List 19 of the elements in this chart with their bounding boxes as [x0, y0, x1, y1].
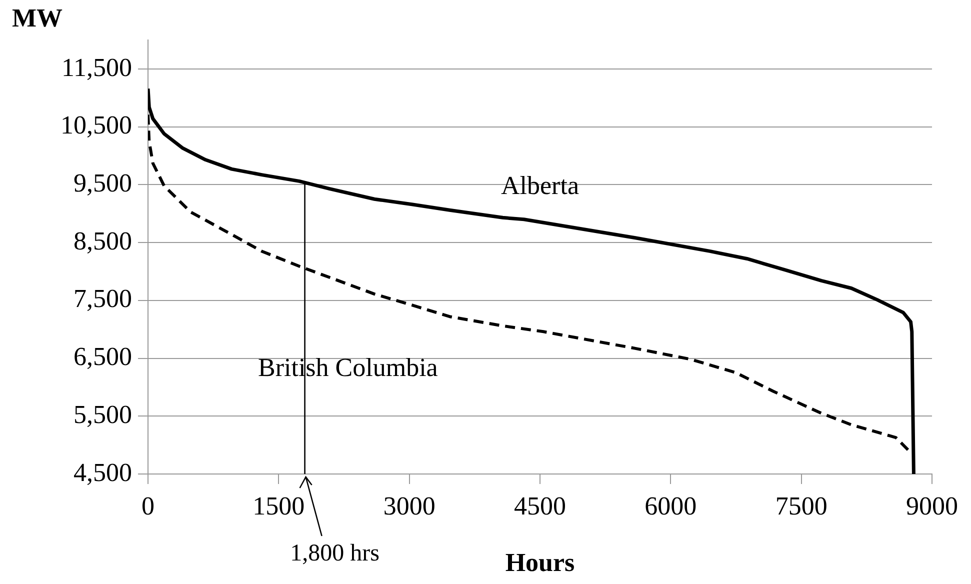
y-tick-label: 11,500 — [61, 52, 132, 82]
x-tick-label: 7500 — [775, 491, 828, 520]
y-axis-title: MW — [12, 4, 63, 33]
y-tick-label: 7,500 — [74, 284, 132, 314]
x-tick-label: 9000 — [906, 491, 958, 520]
y-tick-label: 6,500 — [74, 342, 132, 372]
x-tick-label: 1500 — [252, 491, 305, 520]
x-tick-label: 6000 — [644, 491, 697, 520]
x-tick-label: 3000 — [383, 491, 436, 520]
x-axis-title: Hours — [505, 548, 575, 578]
y-tick-label: 4,500 — [74, 458, 132, 487]
ref-line-label: 1,800 hrs — [290, 540, 380, 566]
y-tick-label: 5,500 — [74, 400, 132, 429]
series-label: Alberta — [501, 170, 580, 200]
x-tick-label: 4500 — [514, 491, 566, 520]
y-tick-label: 9,500 — [74, 168, 132, 198]
x-tick-label: 0 — [142, 491, 154, 520]
y-tick-label: 8,500 — [74, 226, 132, 256]
y-tick-label: 10,500 — [60, 110, 132, 140]
